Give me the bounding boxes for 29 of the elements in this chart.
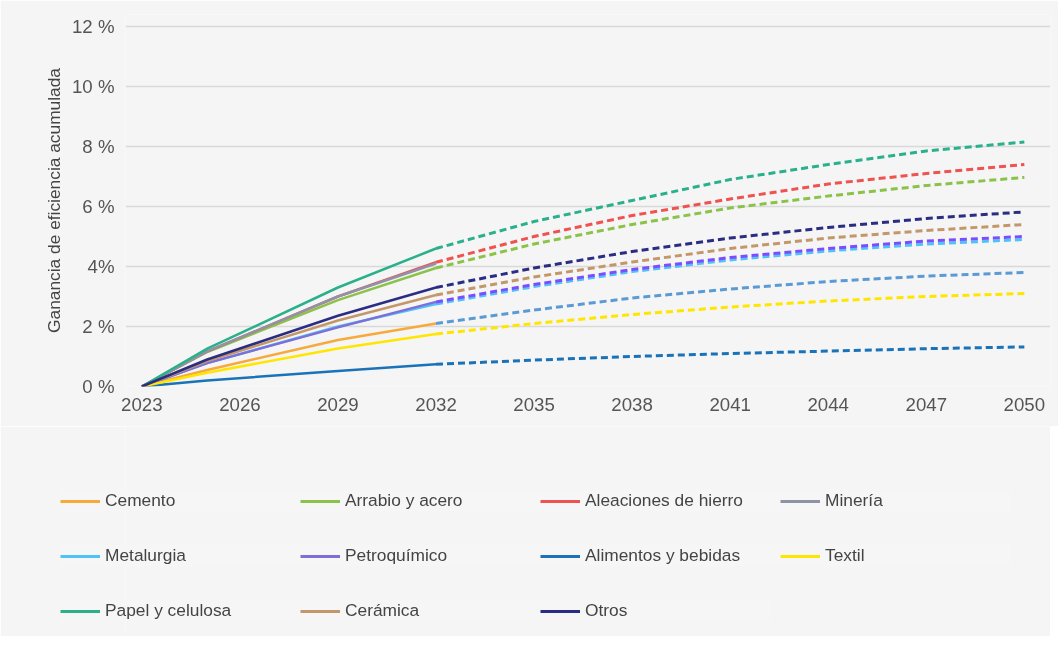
x-tick-label: 2029: [317, 393, 359, 415]
legend-label: Cemento: [105, 490, 177, 511]
x-tick-label: 2032: [415, 393, 457, 415]
x-tick-label: 2044: [807, 393, 849, 415]
y-tick-label: 8 %: [82, 136, 115, 157]
x-tick-label: 2038: [611, 393, 653, 415]
legend-label: Aleaciones de hierro: [585, 490, 744, 511]
x-tick-label: 2023: [121, 393, 163, 415]
legend-label: Metalurgia: [105, 545, 187, 566]
x-tick-label: 2047: [905, 393, 948, 415]
x-tick-label: 2035: [513, 393, 555, 415]
legend-label: Otros: [585, 600, 629, 621]
x-tick-label: 2026: [219, 393, 261, 415]
y-tick-label: 6 %: [82, 196, 115, 217]
legend-label: Papel y celulosa: [105, 600, 233, 621]
y-tick-label: 0 %: [82, 376, 115, 397]
legend-label: Arrabio y acero: [345, 490, 464, 511]
x-tick-label: 2050: [1003, 393, 1046, 415]
legend-label: Alimentos y bebidas: [585, 545, 742, 566]
y-tick-label: 4%: [87, 256, 115, 277]
legend-label: Petroquímico: [345, 545, 449, 566]
legend-label: Textil: [825, 545, 866, 566]
x-tick-label: 2041: [709, 393, 751, 415]
y-axis-title: Ganancia de eficiencia acumulada: [43, 67, 64, 333]
y-tick-label: 12 %: [71, 16, 115, 37]
y-tick-label: 10 %: [71, 76, 115, 97]
y-tick-label: 2 %: [82, 316, 115, 337]
legend-label: Cerámica: [345, 600, 421, 621]
legend-label: Minería: [825, 490, 884, 511]
